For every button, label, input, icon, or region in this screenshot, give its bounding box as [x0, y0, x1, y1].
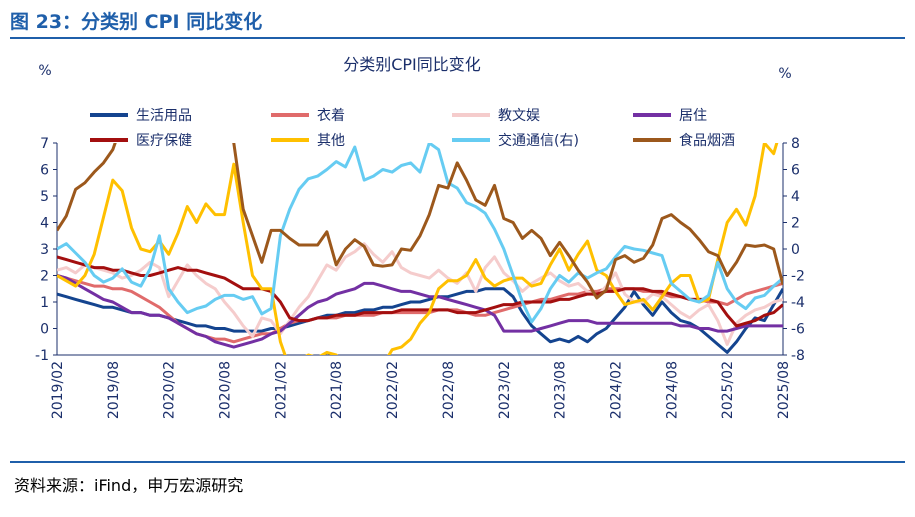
y2-tick-label: 8 — [791, 136, 800, 152]
series-line — [57, 143, 783, 324]
legend-label: 交通通信(右) — [498, 132, 579, 149]
x-tick-label: 2021/08 — [329, 361, 345, 419]
y2-axis-label: % — [778, 66, 791, 82]
x-tick-label: 2022/02 — [385, 361, 401, 419]
y-tick-label: 0 — [40, 322, 49, 338]
y2-tick-label: 0 — [791, 242, 800, 258]
x-tick-label: 2019/02 — [50, 361, 66, 419]
chart-title: 分类别CPI同比变化 — [343, 55, 481, 74]
y2-tick-label: -4 — [791, 295, 805, 311]
y-tick-label: 2 — [40, 269, 49, 285]
y-tick-label: 5 — [40, 189, 49, 205]
x-tick-label: 2023/02 — [497, 361, 513, 419]
legend-label: 食品烟酒 — [679, 132, 735, 149]
series-line — [57, 255, 783, 328]
y-tick-label: 6 — [40, 163, 49, 179]
legend-label: 其他 — [317, 133, 345, 149]
legend-label: 教文娱 — [498, 108, 540, 124]
x-tick-label: 2023/08 — [553, 361, 569, 419]
series-line — [57, 143, 779, 355]
y2-tick-label: -2 — [791, 269, 805, 285]
x-tick-label: 2020/08 — [218, 361, 234, 419]
x-tick-label: 2025/08 — [776, 361, 792, 419]
x-tick-label: 2020/02 — [162, 361, 178, 419]
series-line — [57, 143, 783, 300]
y-tick-label: 7 — [40, 136, 49, 152]
x-tick-label: 2025/02 — [720, 361, 736, 419]
header-title: 图 23：分类别 CPI 同比变化 — [10, 10, 262, 33]
legend-label: 生活用品 — [136, 108, 192, 124]
legend-label: 医疗保健 — [136, 133, 192, 149]
x-tick-label: 2024/02 — [608, 361, 624, 419]
legend-label: 居住 — [679, 108, 707, 124]
y-tick-label: -1 — [35, 348, 49, 364]
x-tick-label: 2022/08 — [441, 361, 457, 419]
y2-tick-label: -8 — [791, 348, 805, 364]
plot-area — [57, 143, 783, 355]
y2-tick-label: 2 — [791, 216, 800, 232]
source: 资料来源：iFind，申万宏源研究 — [14, 476, 243, 495]
y2-tick-label: -6 — [791, 322, 805, 338]
x-tick-label: 2021/02 — [273, 361, 289, 419]
x-tick-label: 2024/08 — [664, 361, 680, 419]
legend-label: 衣着 — [317, 108, 345, 124]
y2-tick-label: 4 — [791, 189, 800, 205]
y-axis-label: % — [38, 63, 51, 79]
y-tick-label: 3 — [40, 242, 49, 258]
x-tick-label: 2019/08 — [106, 361, 122, 419]
y-tick-label: 4 — [40, 216, 49, 232]
y2-tick-label: 6 — [791, 163, 800, 179]
series-line — [57, 287, 783, 354]
series-line — [57, 274, 783, 349]
y-tick-label: 1 — [40, 295, 49, 311]
